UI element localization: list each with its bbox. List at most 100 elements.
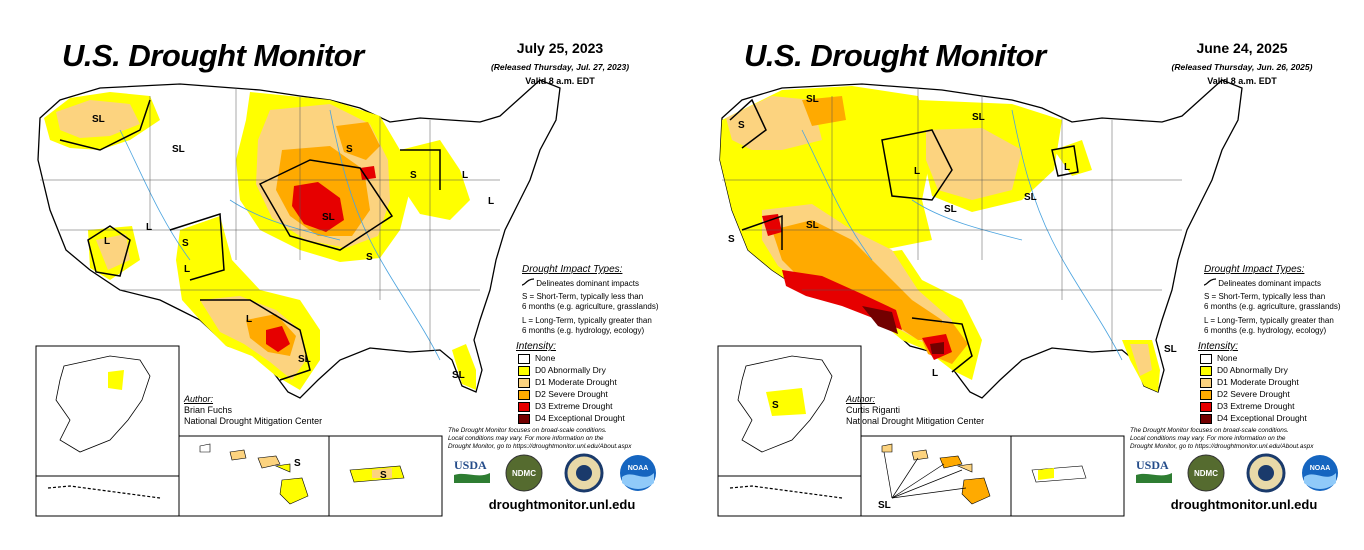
ndmc-logo-text: NDMC	[512, 469, 536, 478]
label-s-ak: S	[772, 400, 779, 411]
label-l-nv: L	[146, 222, 152, 233]
legend-none: None	[1200, 353, 1237, 364]
usda-logo: USDA	[454, 458, 490, 483]
logos: USDA NDMC NOAA	[452, 453, 678, 497]
impact-boundaries	[59, 99, 441, 381]
label-sl-fl: SL	[1164, 344, 1177, 355]
d1-plains	[926, 128, 1022, 200]
legend-label: D2 Severe Drought	[535, 389, 608, 399]
us-map-2025: S SL SL L SL SL L SL S L SL S S	[717, 79, 1243, 517]
label-sl-hi: SL	[878, 500, 891, 511]
aleutian-chain	[729, 485, 843, 499]
label-sl-mn: SL	[972, 112, 985, 123]
swatch-d2	[518, 389, 530, 400]
commerce-seal	[1246, 453, 1286, 493]
d1-northwest	[726, 96, 822, 150]
impact-types-heading: Drought Impact Types:	[1204, 264, 1305, 275]
noaa-logo-text: NOAA	[1310, 465, 1331, 472]
impact-delineates-text: Delineates dominant impacts	[536, 279, 639, 288]
impact-delineates: Delineates dominant impacts	[1203, 278, 1321, 289]
d4-southwest	[862, 306, 898, 334]
legend-d0: D0 Abnormally Dry	[518, 365, 606, 376]
usda-logo-text: USDA	[1136, 458, 1169, 472]
legend-d3: D3 Extreme Drought	[1200, 401, 1294, 412]
author-block: Author: Curtis Riganti National Drought …	[846, 394, 984, 427]
alaska-d0	[108, 370, 124, 390]
map-title: U.S. Drought Monitor	[744, 38, 1046, 73]
d3-wi	[360, 166, 376, 180]
ndmc-logo: NDMC	[505, 454, 543, 492]
website-url[interactable]: droughtmonitor.unl.edu	[1170, 497, 1318, 512]
d3-texas	[266, 326, 290, 352]
author-name: Brian Fuchs	[184, 405, 233, 415]
label-l-ca: L	[104, 236, 110, 247]
label-sl-tx: SL	[298, 354, 311, 365]
label-sl-fl: SL	[452, 370, 465, 381]
swatch-d4	[518, 413, 530, 424]
swatch-d1	[1200, 377, 1212, 388]
swatch-d2	[1200, 389, 1212, 400]
release-date: (Released Thursday, Jun. 26, 2025)	[1171, 62, 1313, 72]
label-sl-il: SL	[1024, 192, 1037, 203]
label-sl-nw: SL	[92, 114, 105, 125]
label-l-nm: L	[184, 264, 190, 275]
legend-label: None	[535, 353, 556, 363]
legend-d1: D1 Moderate Drought	[1200, 377, 1299, 388]
swatch-none	[1200, 353, 1212, 364]
impact-delineates-text: Delineates dominant impacts	[1218, 279, 1321, 288]
author-org: National Drought Mitigation Center	[846, 416, 985, 426]
label-sl-mt: SL	[172, 144, 185, 155]
aleutian-inset	[35, 475, 180, 517]
impact-types-heading: Drought Impact Types:	[522, 264, 623, 275]
logos: USDA NDMC NOAA	[1134, 453, 1360, 497]
legend-d2: D2 Severe Drought	[518, 389, 608, 400]
website-url[interactable]: droughtmonitor.unl.edu	[488, 497, 636, 512]
legend-d4: D4 Exceptional Drought	[518, 413, 625, 424]
label-s-az: S	[182, 238, 189, 249]
d3-plains	[292, 182, 344, 232]
legend-label: D1 Moderate Drought	[535, 377, 617, 387]
impact-boundaries	[729, 98, 1079, 373]
drought-map-2025: S SL SL L SL SL L SL S L SL S S	[682, 0, 1364, 550]
impact-l-line1: L = Long-Term, typically greater than	[522, 316, 652, 325]
d1-northwest	[56, 100, 140, 138]
legend-label: D0 Abnormally Dry	[1217, 365, 1288, 375]
swatch-d0	[518, 365, 530, 376]
hawaii-pointer-lines	[883, 451, 967, 499]
legend-d4: D4 Exceptional Drought	[1200, 413, 1307, 424]
impact-s-line2: 6 months (e.g. agriculture, grasslands)	[522, 302, 659, 311]
drought-map-2023: SL SL S S L L SL L L S L S L SL SL S	[35, 38, 678, 517]
aleutian-inset	[717, 475, 862, 517]
usda-logo: USDA	[1136, 458, 1172, 483]
swatch-d3	[518, 401, 530, 412]
d1-nevada	[96, 234, 130, 270]
disclaimer-line: Local conditions may vary. For more info…	[1130, 435, 1286, 442]
author-heading: Author:	[184, 394, 214, 404]
legend-label: None	[1217, 353, 1238, 363]
aleutian-chain	[47, 485, 161, 499]
label-sl-az: SL	[806, 220, 819, 231]
hawaii-islands	[881, 443, 991, 505]
disclaimer-line: Drought Monitor, go to https://droughtmo…	[448, 443, 632, 450]
author-block: Author: Brian Fuchs National Drought Mit…	[184, 394, 322, 427]
legend-d1: D1 Moderate Drought	[518, 377, 617, 388]
legend-label: D2 Severe Drought	[1217, 389, 1290, 399]
impact-l-line1: L = Long-Term, typically greater than	[1204, 316, 1334, 325]
impact-line-icon	[1203, 278, 1217, 286]
impact-s-line1: S = Short-Term, typically less than	[522, 292, 644, 301]
hawaii-islands	[199, 443, 309, 505]
legend-label: D4 Exceptional Drought	[1217, 413, 1307, 423]
intensity-heading: Intensity:	[516, 341, 557, 352]
label-l-tx: L	[246, 314, 252, 325]
label-l-pa: L	[488, 196, 494, 207]
commerce-seal	[564, 453, 604, 493]
noaa-logo-text: NOAA	[628, 465, 649, 472]
swatch-d4	[1200, 413, 1212, 424]
alaska-d0	[766, 388, 806, 416]
impact-delineates: Delineates dominant impacts	[521, 278, 639, 289]
disclaimer-line: The Drought Monitor focuses on broad-sca…	[448, 427, 607, 434]
legend-d3: D3 Extreme Drought	[518, 401, 612, 412]
swatch-none	[518, 353, 530, 364]
label-sl-ks: SL	[944, 204, 957, 215]
d1-fl	[1130, 344, 1152, 376]
